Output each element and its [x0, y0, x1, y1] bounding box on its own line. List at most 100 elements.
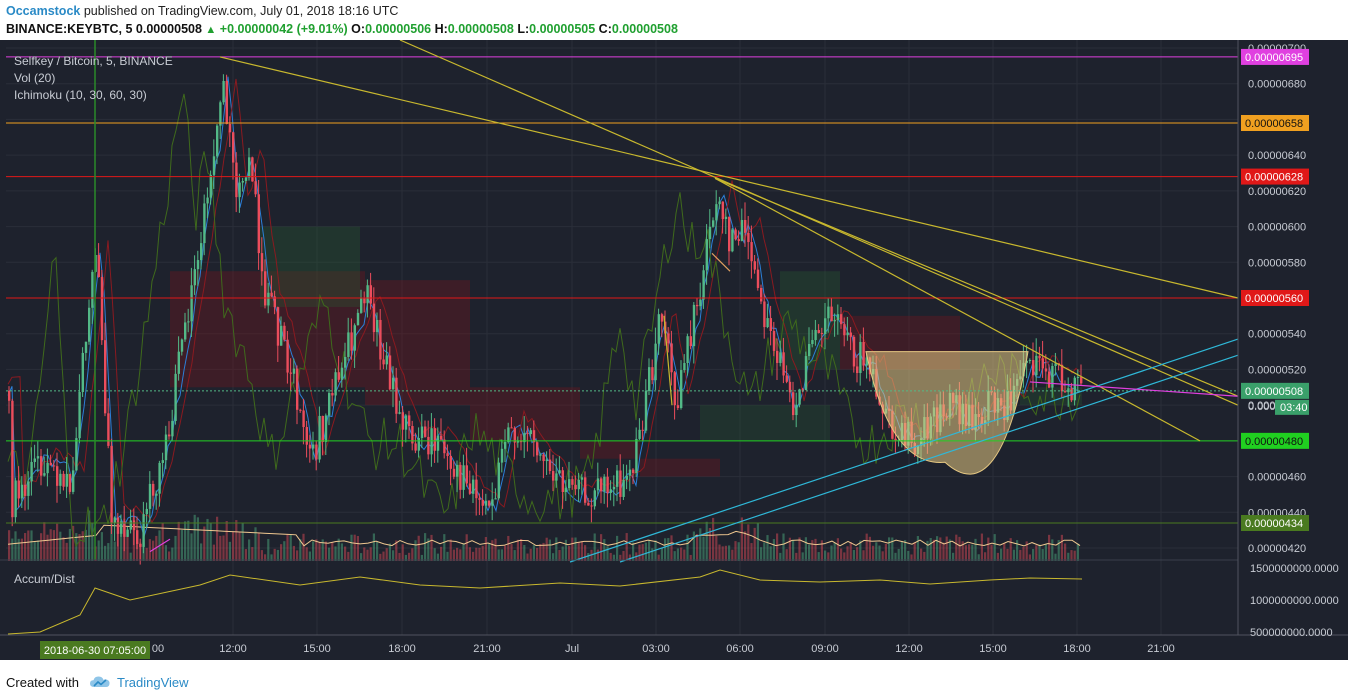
price-tick-label: 0.00000640 — [1248, 150, 1306, 162]
candle-body — [120, 521, 123, 534]
volume-bar — [622, 550, 625, 561]
candle-body — [753, 261, 756, 270]
volume-bar — [526, 553, 529, 561]
volume-bar — [152, 540, 155, 561]
volume-bar — [785, 549, 788, 561]
volume-bar — [212, 544, 215, 561]
candle-body — [270, 292, 273, 297]
volume-bar — [452, 549, 455, 561]
volume-bar — [46, 534, 49, 561]
volume-bar — [40, 533, 43, 561]
volume-bar — [494, 538, 497, 561]
candle-body — [68, 473, 72, 492]
candle-body — [801, 389, 804, 391]
author-link[interactable]: Occamstock — [6, 4, 81, 18]
volume-bar — [708, 527, 711, 561]
candle-body — [363, 298, 366, 304]
candle-body — [507, 427, 510, 443]
volume-bar — [193, 514, 196, 561]
tradingview-cloud-icon[interactable] — [89, 675, 111, 689]
candle-body — [670, 343, 673, 373]
volume-bar — [763, 542, 766, 561]
volume-bar — [769, 546, 772, 561]
ichimoku-legend: Ichimoku (10, 30, 60, 30) — [14, 88, 147, 102]
candle-body — [161, 460, 164, 463]
candle-body — [619, 470, 622, 497]
cloud-band — [1020, 387, 1082, 406]
candle-body — [526, 433, 529, 435]
candle-body — [814, 330, 817, 341]
candle-body — [1054, 363, 1057, 366]
volume-bar — [1038, 544, 1041, 561]
price-tick-label: 0.00000420 — [1248, 543, 1306, 555]
candle-body — [251, 157, 254, 182]
candle-body — [590, 505, 593, 507]
volume-bar — [68, 528, 71, 561]
candle-body — [587, 502, 590, 506]
candle-body — [561, 470, 564, 492]
candle-body — [622, 479, 625, 497]
candle-body — [1035, 355, 1038, 376]
volume-bar — [356, 535, 359, 561]
candle-body — [603, 476, 606, 492]
volume-bar — [932, 539, 935, 561]
volume-bar — [830, 545, 833, 561]
volume-bar — [404, 554, 407, 561]
volume-bar — [859, 540, 862, 561]
candle-body — [30, 461, 33, 482]
candle-body — [254, 181, 257, 195]
candle-body — [792, 392, 795, 416]
volume-bar — [910, 554, 913, 561]
volume-bar — [286, 534, 289, 561]
volume-bar — [264, 554, 267, 561]
volume-bar — [8, 530, 11, 561]
volume-bar — [958, 536, 961, 561]
level-price-tag-bg — [1241, 290, 1309, 306]
volume-bar — [184, 521, 187, 561]
volume-bar — [340, 543, 343, 561]
candle-body — [427, 436, 430, 455]
volume-bar — [625, 533, 628, 561]
candle-body — [417, 438, 420, 451]
volume-bar — [728, 545, 731, 561]
candle-body — [600, 478, 603, 492]
volume-bar — [721, 546, 724, 561]
volume-bar — [667, 538, 670, 561]
candle-body — [184, 322, 187, 340]
candle-body — [308, 444, 312, 449]
candle-body — [129, 520, 132, 530]
candle-body — [193, 269, 196, 286]
candle-body — [1067, 388, 1070, 393]
volume-bar — [888, 537, 891, 561]
candle-body — [110, 445, 113, 524]
volume-bar — [574, 537, 577, 561]
candle-body — [510, 427, 513, 429]
volume-bar — [475, 547, 478, 561]
countdown-label: 03:40 — [1280, 402, 1308, 414]
volume-bar — [808, 544, 811, 561]
volume-bar — [689, 554, 692, 561]
volume-bar — [481, 545, 484, 561]
accum-dist-line — [7, 569, 1083, 635]
candle-body — [894, 438, 897, 441]
volume-bar — [548, 539, 551, 561]
candle-body — [680, 370, 683, 408]
volume-bar — [49, 529, 52, 561]
candle-body — [123, 521, 126, 537]
candle-body — [289, 372, 292, 374]
candle-body — [635, 438, 638, 473]
trendlines[interactable] — [94, 40, 1239, 563]
volume-bar — [536, 547, 539, 561]
volume-bar — [843, 552, 846, 561]
volume-bar — [507, 535, 510, 561]
volume-bar — [920, 548, 923, 561]
candle-body — [116, 517, 120, 534]
volume-bar — [318, 542, 321, 561]
tradingview-link[interactable]: TradingView — [116, 674, 189, 690]
horizontal-levels[interactable] — [6, 56, 1238, 524]
volume-bar — [676, 548, 679, 561]
volume-bar — [776, 533, 779, 561]
price-chart[interactable]: 0.000007000.000006800.000006600.00000640… — [0, 40, 1348, 660]
volume-bar — [72, 525, 75, 561]
candle-body — [158, 462, 161, 494]
